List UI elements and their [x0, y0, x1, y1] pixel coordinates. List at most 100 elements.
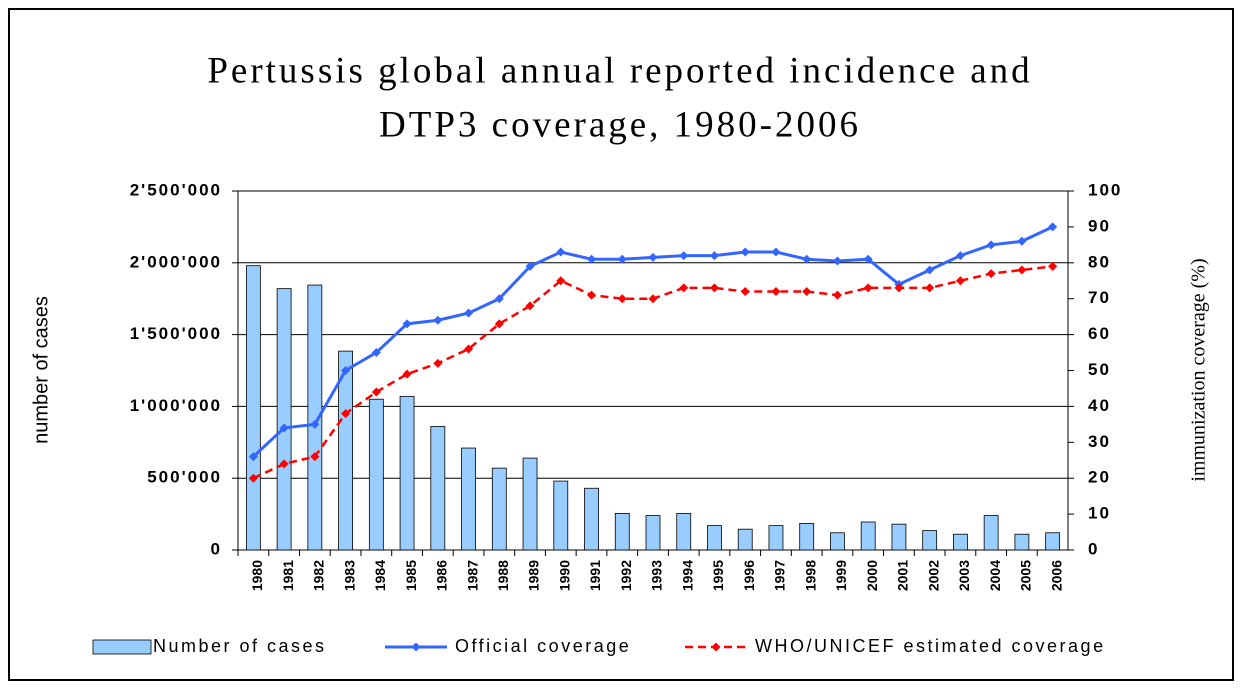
y-tick-label: 500'000 [147, 468, 222, 487]
marker [986, 269, 996, 279]
legend-marker [711, 642, 721, 652]
y2-tick-label: 0 [1088, 539, 1099, 558]
x-tick-label: 1992 [618, 560, 634, 591]
bar [860, 521, 876, 551]
x-tick-label: 2006 [1048, 560, 1064, 591]
bar [522, 457, 538, 551]
x-tick-label: 1995 [710, 560, 726, 591]
x-tick-label: 2002 [925, 560, 941, 591]
marker [832, 290, 842, 300]
marker [248, 473, 258, 483]
legend-label: WHO/UNICEF estimated coverage [755, 636, 1106, 656]
marker [986, 240, 996, 250]
bar [430, 426, 446, 551]
bar [276, 288, 292, 551]
y2-axis-label: immunization coverage (%) [1188, 258, 1210, 481]
bar [307, 284, 323, 551]
y2-tick-label: 90 [1088, 216, 1111, 235]
marker [802, 287, 812, 297]
x-tick-label: 1983 [341, 560, 357, 591]
y-tick-label: 1'000'000 [130, 396, 222, 415]
marker [771, 247, 781, 257]
marker [802, 254, 812, 264]
marker [863, 254, 873, 264]
bar [399, 395, 415, 551]
bar [245, 265, 261, 551]
y2-tick-label: 60 [1088, 324, 1111, 343]
bar [799, 523, 815, 551]
x-tick-label: 1994 [679, 560, 695, 591]
marker [955, 276, 965, 286]
marker [310, 452, 320, 462]
marker [556, 247, 566, 257]
marker [832, 256, 842, 266]
marker [1017, 236, 1027, 246]
bar [491, 467, 507, 551]
y2-tick-label: 10 [1088, 504, 1111, 523]
y2-tick-label: 50 [1088, 360, 1111, 379]
marker [371, 348, 381, 358]
frame [8, 8, 1234, 681]
bar [1045, 532, 1061, 551]
x-tick-label: 1987 [464, 560, 480, 591]
marker [679, 283, 689, 293]
marker [525, 261, 535, 271]
chart-title: DTP3 coverage, 1980-2006 [379, 104, 861, 145]
marker [617, 254, 627, 264]
marker [740, 247, 750, 257]
marker [402, 369, 412, 379]
marker [648, 252, 658, 262]
bar [676, 512, 692, 551]
marker [709, 283, 719, 293]
marker [494, 294, 504, 304]
y2-tick-label: 20 [1088, 468, 1111, 487]
marker [494, 319, 504, 329]
y2-tick-label: 40 [1088, 396, 1111, 415]
bar [983, 515, 999, 551]
marker [279, 423, 289, 433]
x-tick-label: 1981 [280, 560, 296, 591]
bar [461, 447, 476, 551]
legend-label: Official coverage [455, 636, 631, 656]
x-tick-label: 2000 [864, 560, 880, 591]
marker [617, 294, 627, 304]
marker [740, 287, 750, 297]
bar [553, 480, 569, 551]
chart-title: Pertussis global annual reported inciden… [207, 50, 1032, 91]
marker [433, 315, 443, 325]
x-tick-label: 2004 [987, 560, 1003, 591]
x-tick-label: 1980 [249, 560, 265, 591]
x-tick-label: 1993 [649, 560, 665, 591]
legend-swatch [92, 639, 152, 655]
y-tick-label: 2'000'000 [130, 252, 222, 271]
bar [645, 515, 661, 551]
marker [464, 344, 474, 354]
bar [922, 530, 938, 551]
bar [338, 350, 353, 551]
bar [891, 523, 907, 551]
bar [768, 525, 784, 551]
marker [955, 251, 965, 261]
y2-tick-label: 80 [1088, 252, 1111, 271]
bar [737, 528, 753, 551]
marker [248, 452, 258, 462]
y-tick-label: 0 [211, 539, 222, 558]
bar [953, 533, 968, 551]
y2-tick-label: 100 [1088, 180, 1122, 199]
x-tick-label: 1982 [311, 560, 327, 591]
marker [894, 283, 904, 293]
x-tick-label: 1990 [556, 560, 572, 591]
y2-tick-label: 30 [1088, 432, 1111, 451]
marker [525, 301, 535, 311]
marker [925, 283, 935, 293]
legend-label: Number of cases [153, 636, 327, 656]
marker [863, 283, 873, 293]
marker [402, 319, 412, 329]
marker [587, 290, 597, 300]
x-tick-label: 2005 [1018, 560, 1034, 591]
y-tick-label: 1'500'000 [130, 324, 222, 343]
x-tick-label: 1986 [434, 560, 450, 591]
y-axis-label: number of cases [30, 296, 52, 444]
x-tick-label: 1998 [802, 560, 818, 591]
